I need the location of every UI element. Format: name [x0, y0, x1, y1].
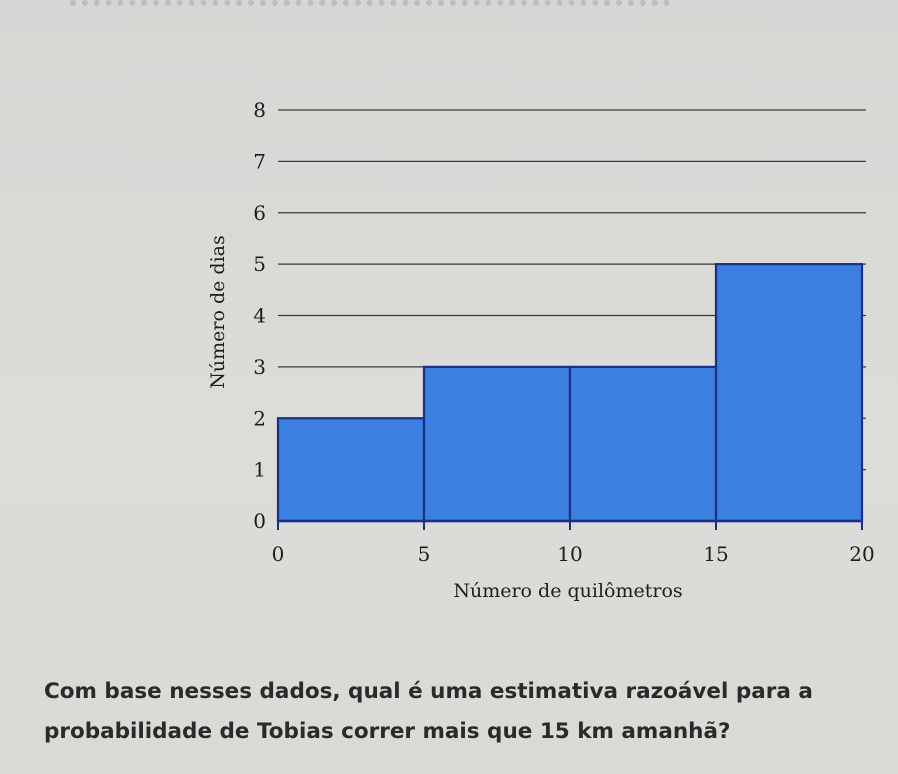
cut-off-text-line	[70, 0, 670, 16]
y-tick-label-5: 5	[253, 252, 266, 276]
histogram-bar-10-15	[568, 365, 718, 523]
y-tick-label-6: 6	[253, 201, 266, 225]
histogram-bar-0-5	[276, 417, 426, 523]
histogram-bar-15-20	[714, 263, 864, 523]
question-text: Com base nesses dados, qual é uma estima…	[44, 672, 884, 752]
y-tick-label-3: 3	[253, 355, 266, 379]
x-tick-label-20: 20	[849, 542, 874, 566]
y-tick-label-4: 4	[253, 304, 266, 328]
x-tick-label-5: 5	[418, 542, 431, 566]
histogram-chart: 0 1 2 3 4 5 6 7 8 0 5 10 15 20 Número de quilômetros…	[207, 98, 875, 602]
y-tick-label-0: 0	[253, 509, 266, 533]
x-tick-labels: 0 5 10 15 20	[272, 542, 875, 566]
y-tick-labels: 0 1 2 3 4 5 6 7 8	[253, 98, 266, 533]
histogram-bars	[276, 263, 864, 523]
x-axis	[277, 519, 863, 530]
y-tick-label-7: 7	[253, 149, 266, 173]
question-line-1: Com base nesses dados, qual é uma estima…	[44, 679, 813, 704]
x-tick-label-15: 15	[703, 542, 728, 566]
y-axis-title: Número de dias	[207, 235, 229, 388]
x-axis-title: Número de quilômetros	[453, 580, 682, 602]
y-tick-label-8: 8	[253, 98, 266, 122]
x-tick-label-10: 10	[557, 542, 582, 566]
x-tick-label-0: 0	[272, 542, 285, 566]
y-tick-label-2: 2	[253, 406, 266, 430]
question-line-2: probabilidade de Tobias correr mais que …	[44, 719, 731, 744]
histogram-bar-5-10	[422, 365, 572, 523]
y-tick-label-1: 1	[253, 458, 266, 482]
